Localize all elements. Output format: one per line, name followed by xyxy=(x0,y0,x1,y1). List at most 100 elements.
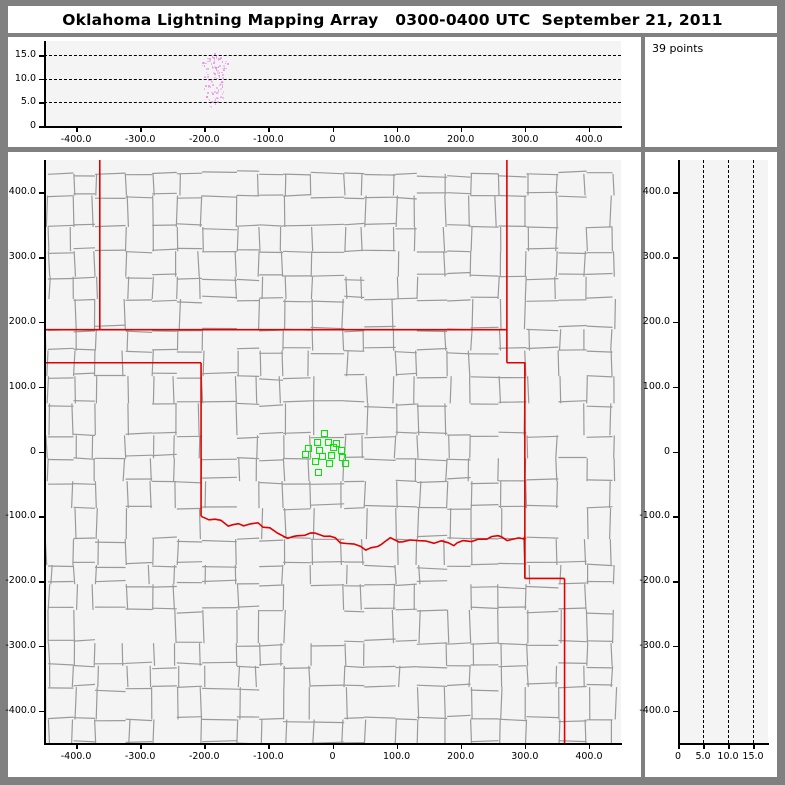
y-axis-tick xyxy=(39,711,44,713)
lma-figure: Oklahoma Lightning Mapping Array 0300-04… xyxy=(0,0,785,785)
x-axis-tick-label: 5.0 xyxy=(695,751,710,762)
point-count-label: 39 points xyxy=(652,42,703,55)
y-axis-tick-label: 0 xyxy=(30,446,36,457)
data-point xyxy=(222,86,224,88)
data-point xyxy=(207,76,209,78)
y-axis-tick xyxy=(673,581,678,583)
y-axis-tick xyxy=(673,192,678,194)
data-point xyxy=(220,88,222,90)
y-axis-tick-label: -400.0 xyxy=(639,705,670,716)
data-point xyxy=(212,84,214,86)
x-axis-tick xyxy=(76,127,78,132)
data-point xyxy=(219,65,221,67)
data-point xyxy=(207,92,209,94)
data-point-marker xyxy=(342,460,349,467)
y-axis-tick-label: 15.0 xyxy=(15,49,36,60)
y-axis-tick-label: -100.0 xyxy=(639,510,670,521)
x-axis-tick-label: 0 xyxy=(675,751,681,762)
y-axis-tick xyxy=(39,192,44,194)
x-axis-tick xyxy=(76,744,78,749)
data-point xyxy=(225,61,227,63)
data-point xyxy=(211,81,213,83)
y-axis-line xyxy=(678,160,680,744)
y-axis-tick xyxy=(39,102,44,104)
y-axis-tick-label: 400.0 xyxy=(643,186,670,197)
side-plot-area xyxy=(678,160,768,743)
x-axis-tick xyxy=(204,127,206,132)
y-axis-tick-label: 400.0 xyxy=(9,186,36,197)
x-axis-tick-label: -200.0 xyxy=(189,134,220,145)
x-axis-tick-label: 300.0 xyxy=(511,134,538,145)
y-axis-line xyxy=(44,41,46,127)
y-axis-tick-label: -300.0 xyxy=(639,640,670,651)
y-axis-tick xyxy=(39,516,44,518)
y-axis-tick-label: -300.0 xyxy=(5,640,36,651)
y-axis-tick-label: 300.0 xyxy=(643,251,670,262)
y-axis-tick-label: 0 xyxy=(664,446,670,457)
y-axis-tick-label: 300.0 xyxy=(9,251,36,262)
x-axis-tick-label: 10.0 xyxy=(717,751,738,762)
y-axis-tick xyxy=(39,322,44,324)
x-axis-tick xyxy=(268,127,270,132)
data-point-marker xyxy=(330,444,337,451)
y-axis-tick-label: 10.0 xyxy=(15,73,36,84)
x-axis-tick-label: -400.0 xyxy=(61,134,92,145)
x-axis-tick-label: -400.0 xyxy=(61,751,92,762)
y-axis-line xyxy=(44,160,46,744)
data-point-marker xyxy=(328,452,335,459)
y-axis-tick xyxy=(39,79,44,81)
y-axis-tick xyxy=(39,452,44,454)
data-point-marker xyxy=(326,460,333,467)
x-axis-tick-label: -300.0 xyxy=(125,134,156,145)
y-axis-tick-label: -200.0 xyxy=(5,575,36,586)
data-point-marker xyxy=(338,447,345,454)
y-axis-tick xyxy=(673,452,678,454)
x-axis-tick xyxy=(589,127,591,132)
x-axis-tick-label: 400.0 xyxy=(575,751,602,762)
altitude-vs-east-west-panel: 0 5.0 10.0 15.0 -400.0 -300.0 -200.0 -100.0 0 100… xyxy=(8,37,641,147)
map-plot-area xyxy=(44,160,621,743)
data-point xyxy=(222,93,224,95)
x-axis-tick xyxy=(703,744,705,749)
data-point xyxy=(207,61,209,63)
x-axis-line xyxy=(678,743,769,745)
gridline-vertical xyxy=(703,160,704,743)
x-axis-tick-label: 400.0 xyxy=(575,134,602,145)
data-point xyxy=(215,99,217,101)
data-point xyxy=(211,106,213,108)
y-axis-tick-label: 200.0 xyxy=(9,316,36,327)
data-point xyxy=(227,63,229,65)
data-point-marker xyxy=(319,453,326,460)
data-point xyxy=(211,63,213,65)
y-axis-tick xyxy=(39,387,44,389)
x-axis-tick xyxy=(397,127,399,132)
x-axis-tick-label: 0 xyxy=(329,134,335,145)
page-title: Oklahoma Lightning Mapping Array 0300-04… xyxy=(62,11,723,29)
data-point xyxy=(222,84,224,86)
plan-view-map-panel: -400.0 -300.0 -200.0 -100.0 0 100.0 200.0 300.0… xyxy=(8,152,641,777)
point-count-panel: 39 points xyxy=(645,37,777,147)
data-point xyxy=(213,62,215,64)
y-axis-tick xyxy=(39,55,44,57)
x-axis-tick xyxy=(140,127,142,132)
data-point xyxy=(205,85,207,87)
data-point xyxy=(204,88,206,90)
data-point xyxy=(217,98,219,100)
y-axis-tick xyxy=(673,646,678,648)
data-point xyxy=(208,87,210,89)
data-point xyxy=(216,92,218,94)
data-point xyxy=(222,82,224,84)
data-point-marker xyxy=(315,469,322,476)
y-axis-tick xyxy=(39,581,44,583)
gridline-horizontal xyxy=(44,55,621,56)
data-point-marker xyxy=(302,451,309,458)
x-axis-tick-label: -100.0 xyxy=(253,751,284,762)
x-axis-tick xyxy=(461,744,463,749)
x-axis-tick xyxy=(333,127,335,132)
x-axis-tick xyxy=(461,127,463,132)
x-axis-tick-label: -300.0 xyxy=(125,751,156,762)
gridline-horizontal xyxy=(44,102,621,103)
data-point-marker xyxy=(314,439,321,446)
x-axis-tick-label: -200.0 xyxy=(189,751,220,762)
data-point xyxy=(222,74,224,76)
